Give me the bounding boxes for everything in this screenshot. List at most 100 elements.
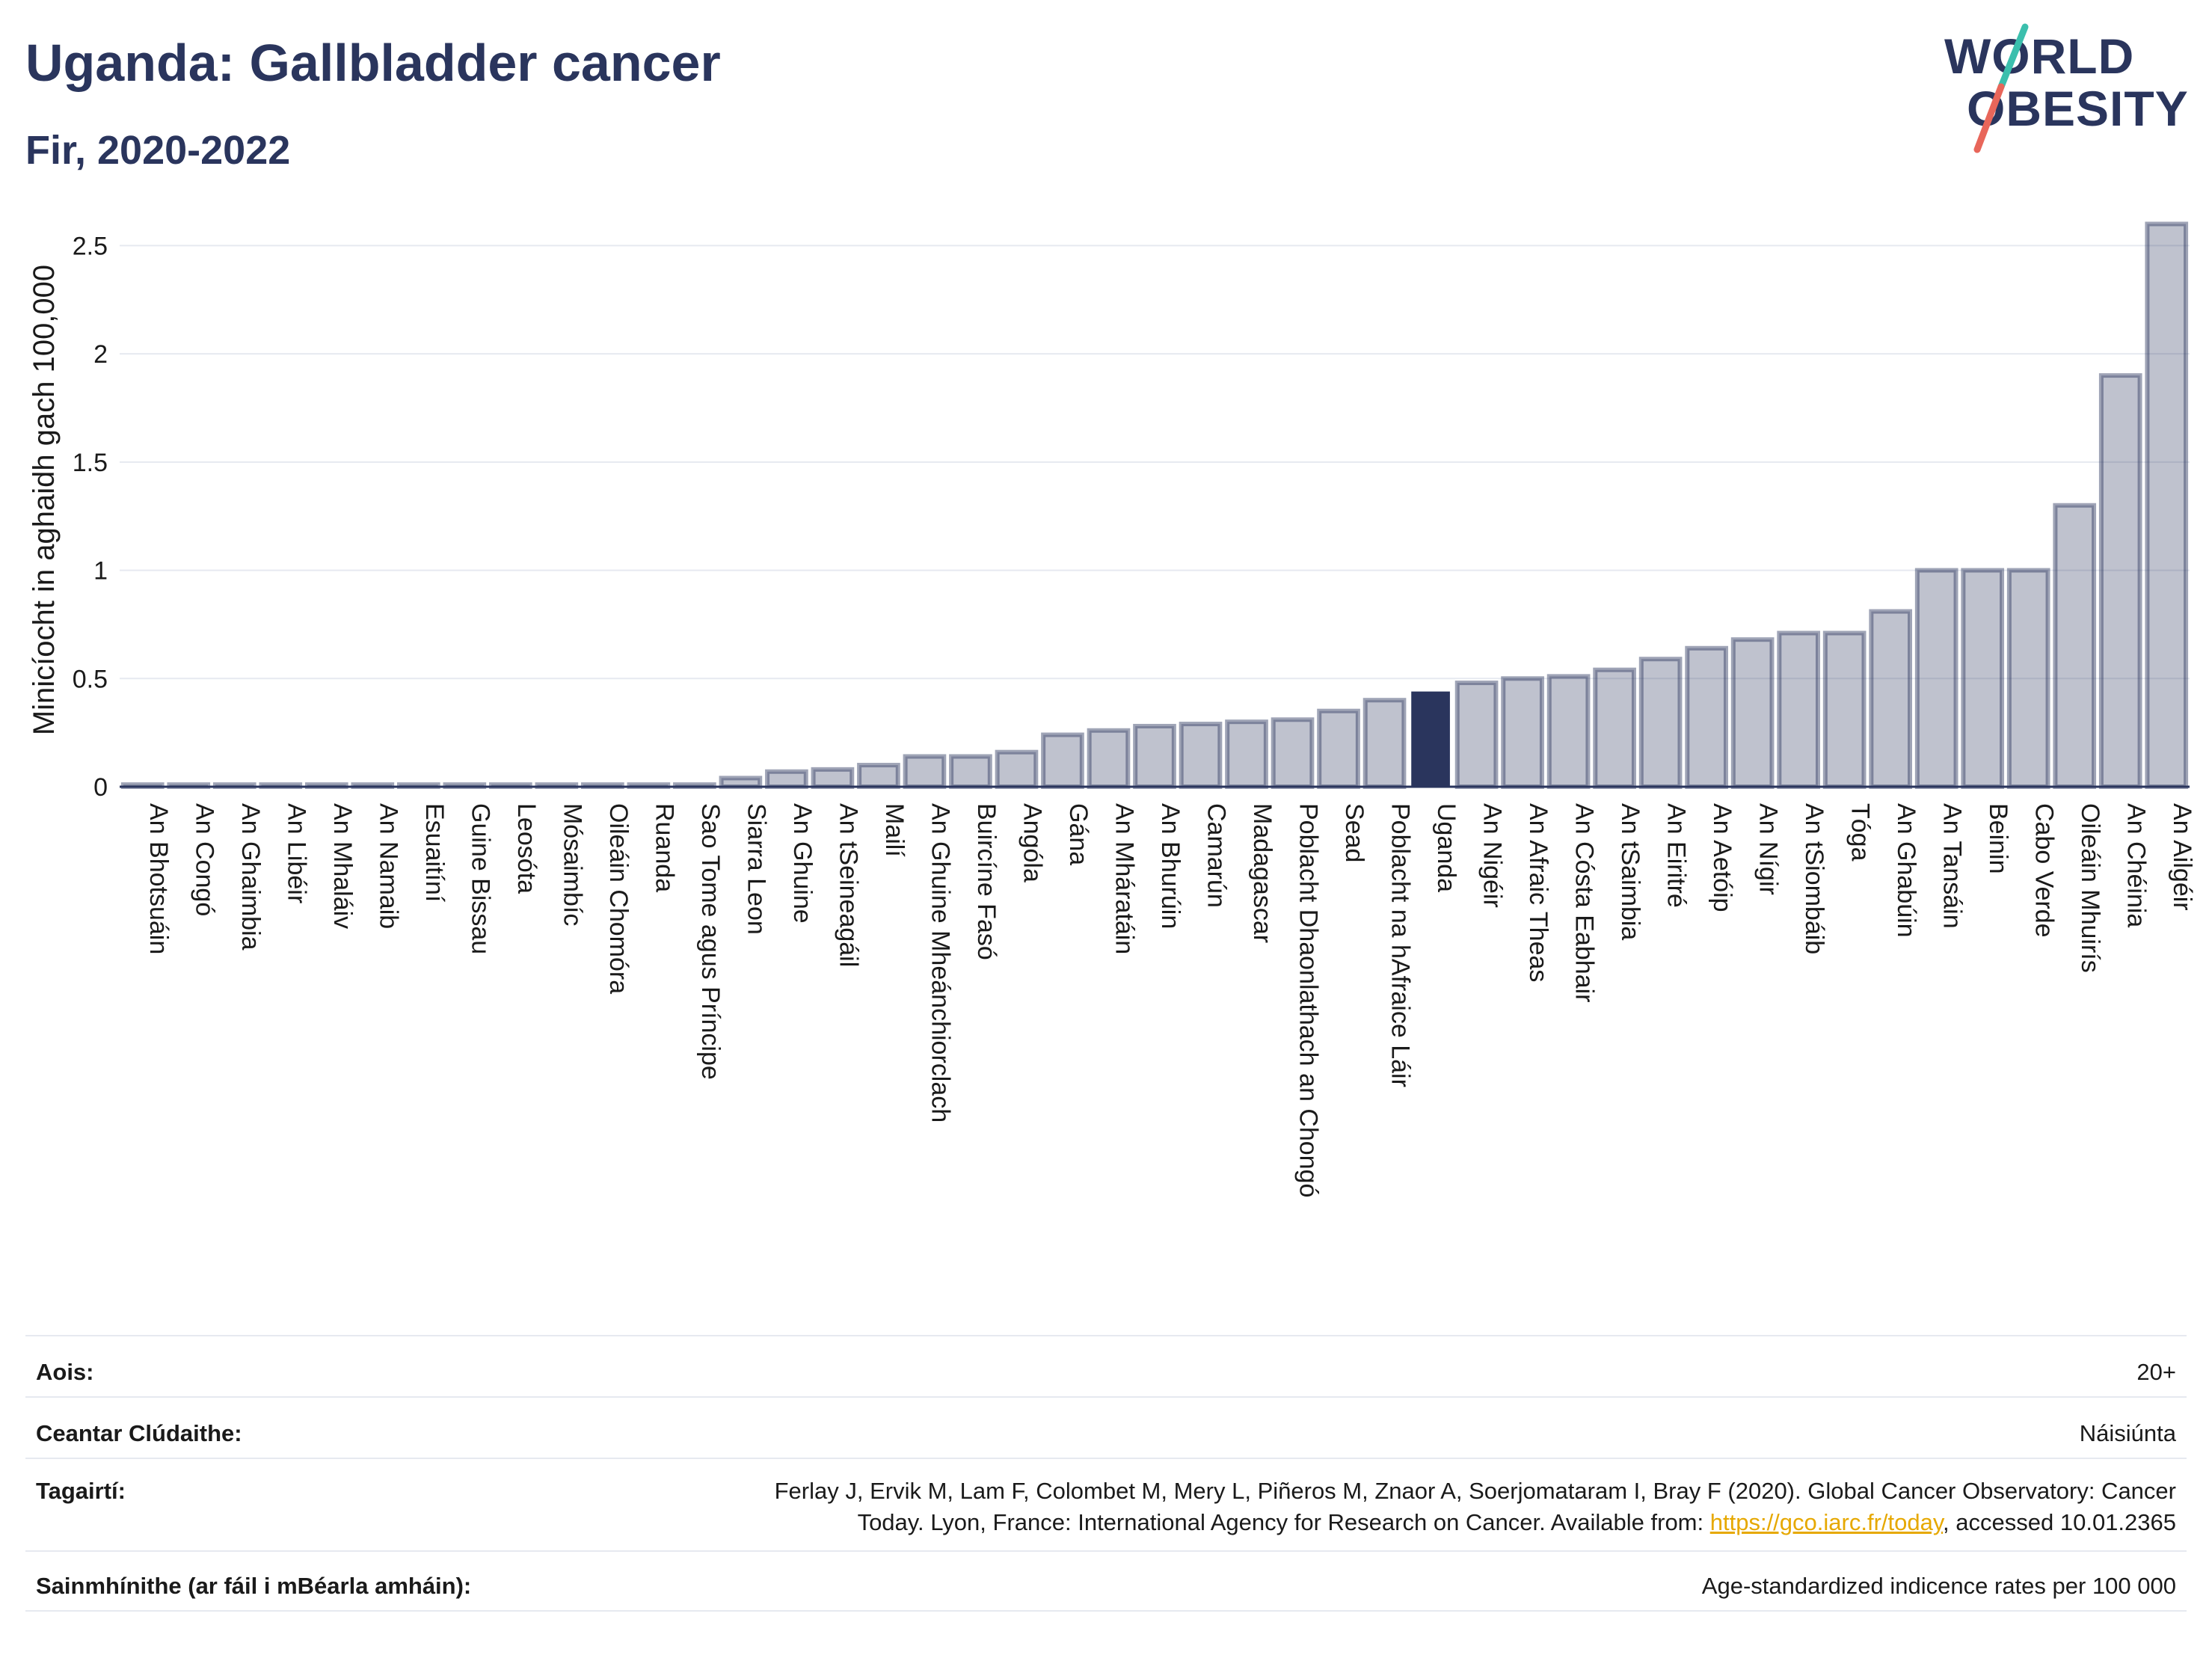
x-tick-label: An Ghabúin (1892, 803, 1920, 938)
info-row-area: Ceantar Clúdaithe: Náisiúnta (25, 1396, 2187, 1458)
x-tick-label: Camarún (1202, 803, 1231, 908)
x-tick-label: Mailí (880, 803, 909, 857)
age-value: 20+ (2136, 1359, 2176, 1385)
x-tick-label: Uganda (1432, 803, 1460, 892)
definitions-label: Sainmhínithe (ar fáil i mBéarla amháin): (36, 1573, 472, 1599)
x-tick-label: Buircíne Fasó (972, 803, 1001, 960)
bar (1914, 568, 1958, 789)
bar (2098, 373, 2142, 789)
x-tick-labels: An Bhotsuáin An Congó An Ghaimbia An Libéir… (144, 803, 2196, 1197)
bar (1730, 637, 1775, 789)
bar (995, 749, 1039, 789)
x-tick-label: An Aetóip (1708, 803, 1736, 912)
x-tick-label: An Libéir (282, 803, 310, 903)
bar-highlighted (1411, 691, 1450, 787)
bar (1454, 681, 1499, 790)
info-table: Aois: 20+ Ceantar Clúdaithe: Náisiúnta T… (25, 1335, 2187, 1612)
x-tick-label: An Namaib (374, 803, 402, 929)
info-row-definitions: Sainmhínithe (ar fáil i mBéarla amháin):… (25, 1550, 2187, 1612)
bar (903, 754, 947, 790)
x-tick-label: Siarra Leon (742, 803, 770, 935)
gridlines (120, 245, 2190, 680)
x-tick-label: An tSeineagáil (834, 803, 862, 967)
bar (1041, 732, 1084, 789)
bar (1546, 674, 1591, 789)
references-link[interactable]: https://gco.iarc.fr/today (1709, 1509, 1944, 1535)
bar-chart: 0 0.5 1 1.5 2 2.5 An Bhotsuáin An Congó An Ghai… (28, 221, 2196, 1197)
bar (1638, 657, 1683, 789)
x-tick-label: An Ailgéir (2168, 803, 2196, 911)
x-tick-label: An Tansáin (1938, 803, 1967, 929)
x-tick-label: An Mhaláiv (328, 803, 357, 929)
x-tick-label: An Eiritré (1662, 803, 1691, 908)
x-tick-label: Beinin (1984, 803, 2012, 874)
y-tick-label: 2.5 (73, 232, 108, 260)
x-tick-label: An Ghaimbia (236, 803, 265, 951)
references-value: Ferlay J, Ervik M, Lam F, Colombet M, Me… (775, 1476, 2176, 1538)
x-tick-label: Ruanda (650, 803, 678, 892)
y-tick-label: 0 (93, 773, 108, 802)
x-tick-label: An Bhurúin (1156, 803, 1185, 929)
x-tick-label: An Bhotsuáin (144, 803, 173, 954)
info-row-age: Aois: 20+ (25, 1335, 2187, 1396)
bar (1087, 728, 1131, 790)
x-tick-label: Poblacht na hAfraice Láir (1386, 803, 1415, 1087)
x-tick-label: Sao Tome agus Príncipe (696, 803, 725, 1080)
bar (2006, 568, 2050, 789)
y-axis-label: Minicíocht in aghaidh gach 100,000 (28, 265, 61, 735)
bar (2053, 503, 2097, 789)
y-tick-label: 0.5 (73, 665, 108, 693)
chart-title: Uganda: Gallbladder cancer (25, 34, 721, 92)
bar (1225, 719, 1268, 789)
bar (1777, 630, 1820, 789)
x-tick-label: Oileáin Mhuirís (2076, 803, 2104, 973)
x-tick-label: Oileáin Chomóra (604, 803, 633, 994)
y-tick-label: 1 (93, 557, 108, 586)
bar (765, 769, 808, 790)
x-tick-label: Mósaimbíc (558, 803, 586, 926)
area-value: Náisiúnta (2079, 1420, 2176, 1446)
x-tick-label: An tSiombáib (1800, 803, 1828, 954)
x-tick-label: Madagascar (1248, 803, 1276, 943)
bar (2145, 221, 2189, 790)
bar (719, 776, 763, 789)
bars (120, 221, 2189, 790)
bar (1593, 667, 1636, 790)
y-tick-label: 1.5 (73, 449, 108, 477)
bar (1822, 630, 1867, 789)
x-tick-label: Angóla (1018, 803, 1046, 882)
x-tick-label: An Ghuine (788, 803, 817, 924)
x-tick-label: Sead (1340, 803, 1368, 862)
bar (1179, 722, 1223, 789)
logo-word-obesity: OBESITY (1967, 81, 2189, 136)
bar (1685, 645, 1728, 789)
age-label: Aois: (36, 1359, 94, 1385)
references-line2-prefix: Today. Lyon, France: International Agenc… (857, 1509, 1710, 1535)
bar (1362, 698, 1407, 790)
bar (949, 754, 992, 790)
bar (1317, 708, 1360, 790)
x-tick-label: An Nígir (1754, 803, 1783, 895)
logo-slash-red (1973, 83, 2005, 153)
references-label: Tagairtí: (36, 1478, 126, 1504)
chart-subtitle: Fir, 2020-2022 (25, 128, 291, 173)
x-tick-label: An tSaimbia (1616, 803, 1644, 940)
references-line2-suffix: , accessed 10.01.2365 (1943, 1509, 2176, 1535)
x-tick-label: An Cósta Eabhair (1570, 803, 1599, 1003)
bar (1961, 568, 2005, 789)
logo-slash-teal (1997, 23, 2029, 90)
x-tick-label: An Afraic Theas (1524, 803, 1552, 982)
y-tick-labels: 0 0.5 1 1.5 2 2.5 (73, 232, 108, 802)
x-tick-label: An Congó (190, 803, 218, 916)
x-tick-label: Cabo Verde (2030, 803, 2059, 938)
bar (857, 763, 900, 789)
info-row-references: Tagairtí: Ferlay J, Ervik M, Lam F, Colo… (25, 1458, 2187, 1550)
bar (1133, 723, 1176, 790)
definitions-value: Age-standardized indicence rates per 100… (1701, 1573, 2176, 1599)
x-tick-label: An Chéinia (2122, 803, 2151, 927)
references-line1: Ferlay J, Ervik M, Lam F, Colombet M, Me… (774, 1478, 2176, 1504)
x-tick-label: Gána (1064, 803, 1093, 865)
x-tick-label: Poblacht Dhaonlathach an Chongó (1294, 803, 1323, 1197)
x-tick-label: An Nigéir (1478, 803, 1507, 908)
area-label: Ceantar Clúdaithe: (36, 1420, 242, 1446)
